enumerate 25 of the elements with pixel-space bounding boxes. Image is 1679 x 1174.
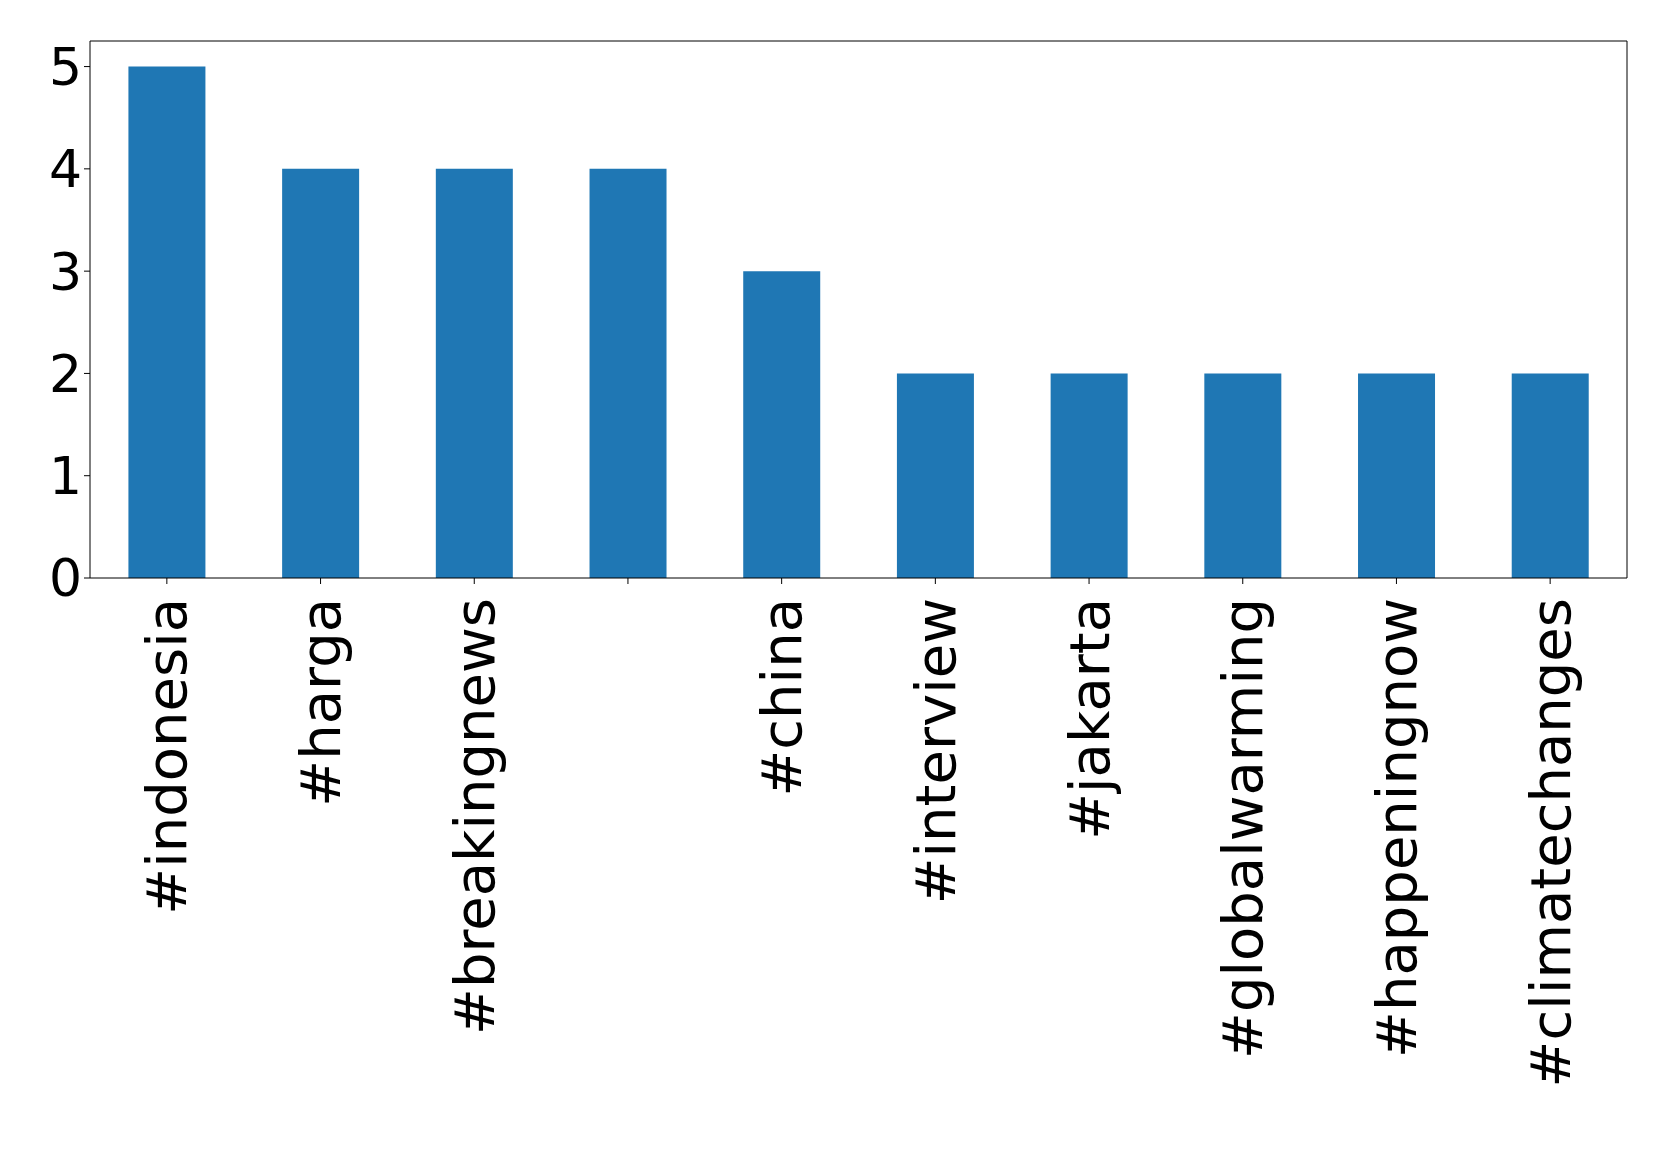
x-tick-label: #interview [902,598,968,905]
x-tick-label: #jakarta [1056,598,1122,840]
x-tick-label: #harga [288,598,354,807]
x-tick-label: #china [749,598,815,797]
y-tick-label: 5 [48,37,82,98]
bar [1204,373,1282,578]
bar [1511,373,1589,578]
y-tick-label: 0 [48,548,82,609]
x-tick-label: #indonesia [134,598,200,915]
bar [743,271,821,578]
y-tick-label: 4 [48,139,82,200]
y-tick-label: 3 [48,241,82,302]
bar [282,168,360,578]
bar [435,168,513,578]
y-tick-label: 2 [48,343,82,404]
bar [1358,373,1436,578]
x-tick-label: #breakingnews [441,598,507,1035]
x-tick-label: #climatechanges [1517,598,1583,1088]
bar [1050,373,1128,578]
y-tick-label: 1 [48,446,82,507]
bar [128,66,206,578]
x-tick-label: #happeningnow [1363,598,1429,1058]
bar [896,373,974,578]
bar [589,168,667,578]
x-tick-label: #globalwarming [1210,598,1276,1060]
